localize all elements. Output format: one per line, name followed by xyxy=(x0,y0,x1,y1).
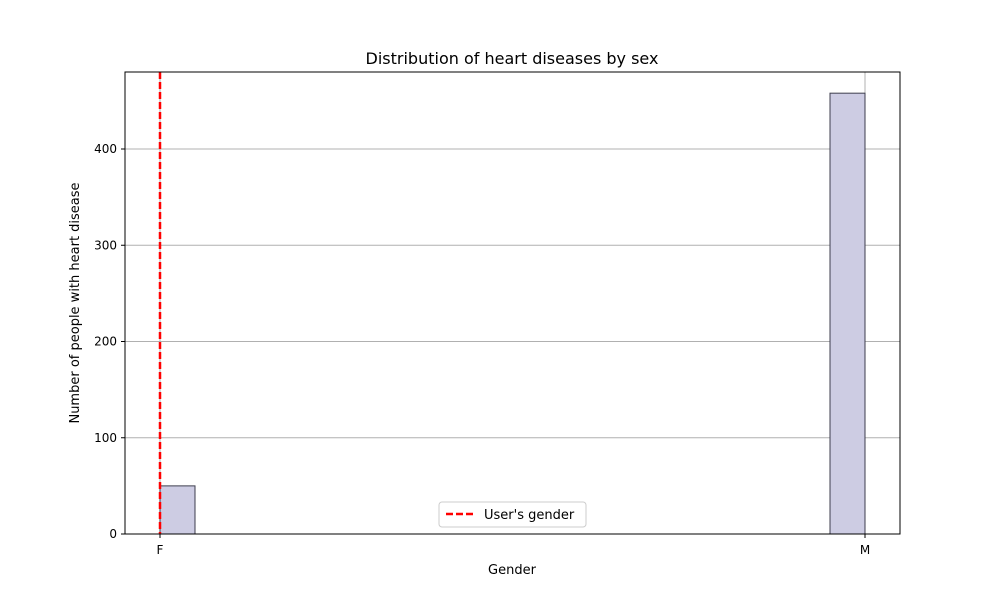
y-tick-label-0: 0 xyxy=(109,527,117,541)
bars-layer xyxy=(159,92,866,535)
y-tick-label-300: 300 xyxy=(94,238,117,252)
y-axis-label: Number of people with heart disease xyxy=(68,182,83,423)
bar-F xyxy=(159,485,196,535)
x-tick-label-M: M xyxy=(860,543,870,557)
legend-entry-users-gender: User's gender xyxy=(484,508,575,523)
grid-layer xyxy=(125,72,900,534)
legend-box xyxy=(438,501,587,528)
x-tick-label-F: F xyxy=(157,543,164,557)
y-axis: 0 100 200 300 400 xyxy=(94,142,125,541)
bar-M xyxy=(829,92,866,535)
y-tick-label-400: 400 xyxy=(94,142,117,156)
y-tick-label-200: 200 xyxy=(94,335,117,349)
y-tick-label-100: 100 xyxy=(94,431,117,445)
legend: User's gender xyxy=(438,501,587,528)
x-axis-label: Gender xyxy=(488,563,537,578)
plot-frame xyxy=(124,71,901,535)
chart-title: Distribution of heart diseases by sex xyxy=(366,49,659,68)
